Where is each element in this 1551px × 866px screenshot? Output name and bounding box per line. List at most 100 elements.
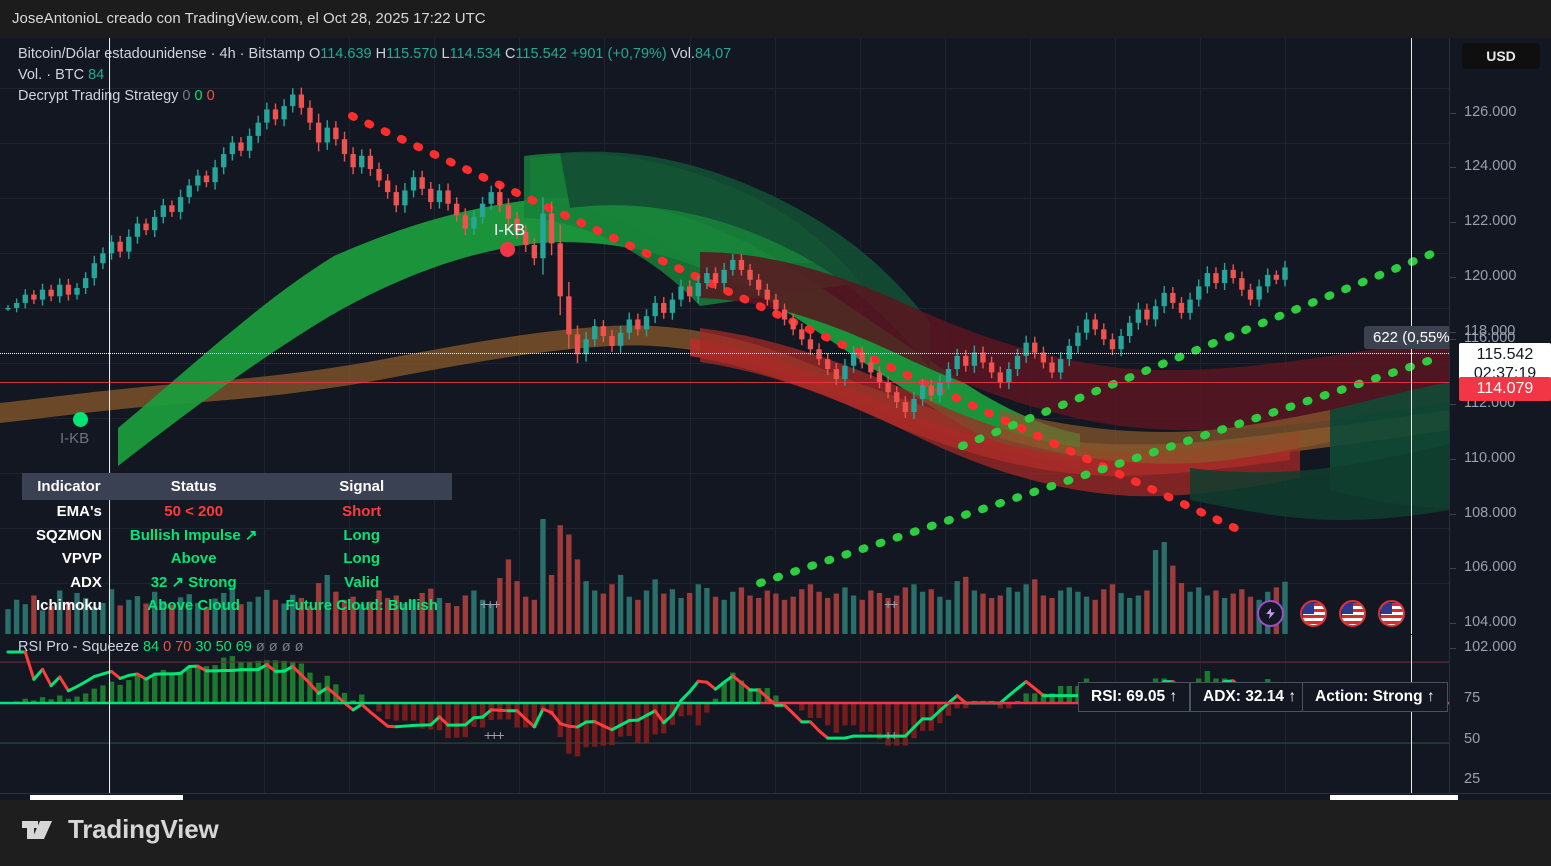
volume-bar	[1092, 599, 1098, 634]
squeeze-bar	[1023, 693, 1029, 703]
status-box-adx[interactable]: ADX: 32.14 ↑	[1190, 682, 1310, 712]
candle-body	[997, 372, 1003, 383]
candle-body	[39, 289, 46, 300]
candle-body	[1247, 289, 1254, 300]
volume-bar	[1023, 584, 1029, 634]
rsi-segment	[929, 709, 942, 721]
price-axis-tick-mark	[1450, 568, 1456, 569]
rsi-segment	[791, 711, 804, 724]
volume-bar	[91, 606, 97, 634]
candle-body	[514, 218, 520, 232]
candle-body	[462, 215, 468, 229]
candle-body	[384, 180, 391, 193]
candle-body	[1204, 273, 1211, 287]
rsi-squeeze-pane[interactable]: +++ ++ RSI Pro - Squeeze 84 0 70 30 50 6…	[0, 635, 1449, 793]
squeeze-bar	[82, 693, 89, 703]
rsi-segment	[1024, 680, 1037, 690]
candle-body	[825, 359, 831, 370]
candle-body	[1161, 293, 1167, 307]
legend-symbol[interactable]: Bitcoin/Dólar estadounidense · 4h · Bits…	[18, 46, 305, 62]
squeeze-bar	[65, 698, 72, 703]
candle-body	[65, 284, 72, 295]
volume-bar	[488, 604, 494, 634]
squeeze-bar	[868, 703, 874, 732]
squeeze-bar	[298, 663, 305, 703]
squeeze-bar	[557, 703, 563, 738]
volume-bar	[566, 534, 572, 634]
volume-bar	[885, 597, 891, 634]
volume-bar	[1075, 591, 1081, 634]
volume-bar	[850, 595, 857, 634]
candle-body	[255, 122, 261, 136]
squeeze-bar	[652, 703, 658, 735]
volume-bar	[1161, 542, 1167, 634]
volume-bar	[1204, 595, 1211, 634]
squeeze-bar	[894, 703, 900, 746]
current-price-line	[0, 382, 1449, 383]
candle-body	[324, 127, 330, 143]
currency-badge[interactable]: USD	[1462, 43, 1540, 69]
candle-body	[540, 213, 546, 259]
volume-bar	[221, 592, 227, 634]
flag-glyph-1	[1302, 602, 1325, 625]
volume-bar	[1049, 597, 1055, 634]
candle-body	[566, 296, 572, 335]
candle-body	[842, 365, 848, 379]
lightning-bolt-icon[interactable]	[1257, 600, 1284, 627]
volume-bar	[997, 595, 1003, 634]
tradingview-logo[interactable]: TradingView	[22, 814, 219, 845]
volume-bar	[799, 589, 805, 634]
legend-volume-value: 84	[88, 67, 105, 83]
squeeze-bar	[177, 671, 184, 703]
candle-body	[402, 190, 408, 206]
indicator-name: ADX	[70, 573, 102, 591]
rsi-segment	[291, 664, 303, 677]
legend-volume-title[interactable]: Vol. · BTC	[18, 67, 85, 83]
volume-bar	[410, 599, 417, 634]
squeeze-bar	[117, 684, 123, 703]
rsi-value-7: ø	[268, 639, 278, 655]
candle-body	[592, 326, 598, 340]
rsi-value-9: ø	[294, 639, 304, 655]
rsi-legend-title[interactable]: RSI Pro - Squeeze	[18, 639, 139, 655]
candle-body	[773, 299, 779, 310]
volume-bar	[177, 597, 184, 634]
volume-bar	[1230, 593, 1236, 634]
volume-bar	[790, 596, 796, 634]
volume-bar	[359, 604, 365, 634]
candle-body	[704, 273, 710, 284]
status-box-action[interactable]: Action: Strong ↑	[1302, 682, 1448, 712]
indicator-signal: Valid	[344, 573, 380, 591]
volume-bar	[497, 578, 503, 634]
us-flag-icon-3[interactable]	[1378, 600, 1405, 627]
trendline-green-upper	[958, 246, 1445, 450]
volume-bar	[255, 596, 261, 634]
indicator-signal: Long	[343, 526, 381, 544]
rsi-segment	[541, 707, 554, 714]
legend-l-value: 114.534	[449, 46, 501, 62]
rsi-segment	[429, 715, 441, 727]
volume-bar	[436, 597, 443, 634]
squeeze-bar	[74, 696, 80, 703]
volume-bar	[479, 599, 486, 634]
squeeze-bar	[1006, 703, 1012, 709]
legend-strategy-title[interactable]: Decrypt Trading Strategy	[18, 88, 179, 104]
squeeze-bar	[712, 698, 719, 703]
rsi-segment	[282, 664, 295, 673]
squeeze-bar	[186, 666, 192, 703]
volume-bar	[281, 603, 287, 634]
us-flag-icon-1[interactable]	[1300, 600, 1327, 627]
status-box-rsi[interactable]: RSI: 69.05 ↑	[1078, 682, 1191, 712]
price-axis-tick: 110.000	[1464, 450, 1516, 466]
rsi-segment	[817, 729, 830, 740]
price-axis[interactable]: USD 126.000 124.000 122.000 120.000 118.000 1…	[1449, 38, 1551, 800]
us-flag-icon-2[interactable]	[1339, 600, 1366, 627]
main-price-pane[interactable]: Bitcoin/Dólar estadounidense · 4h · Bits…	[0, 38, 1449, 634]
rsi-segment	[41, 667, 53, 688]
squeeze-bar	[859, 703, 865, 732]
squeeze-bar	[730, 672, 736, 703]
candle-body	[548, 213, 555, 244]
candle-body	[661, 302, 667, 313]
squeeze-bar	[126, 680, 132, 703]
